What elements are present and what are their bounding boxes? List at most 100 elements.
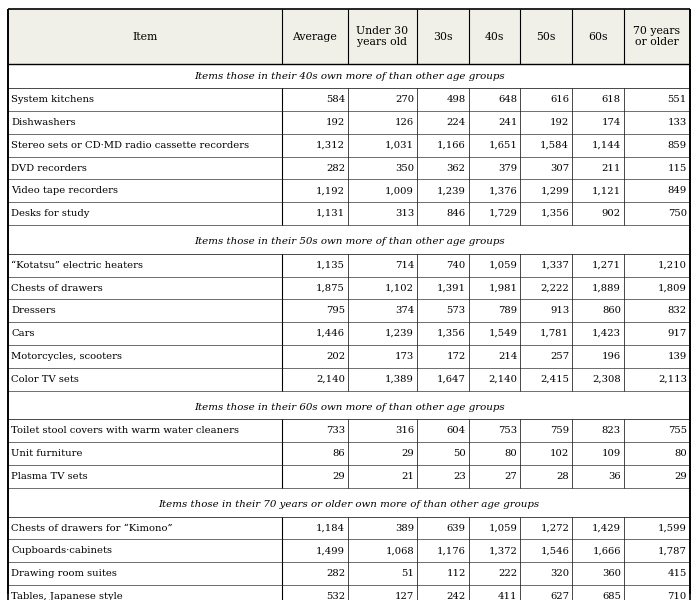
Text: 30s: 30s [433, 32, 452, 41]
Text: 1,192: 1,192 [316, 187, 345, 196]
Text: 1,356: 1,356 [540, 209, 569, 218]
Text: 1,875: 1,875 [316, 284, 345, 293]
Text: 1,239: 1,239 [437, 187, 466, 196]
Text: 70 years
or older: 70 years or older [633, 26, 680, 47]
Text: 214: 214 [498, 352, 517, 361]
Text: 1,009: 1,009 [385, 187, 414, 196]
Text: 1,210: 1,210 [658, 261, 687, 270]
Text: 1,666: 1,666 [593, 547, 621, 556]
Text: 1,376: 1,376 [489, 187, 517, 196]
Text: DVD recorders: DVD recorders [11, 164, 87, 173]
Text: 710: 710 [667, 592, 687, 600]
Text: 102: 102 [550, 449, 569, 458]
Text: Chests of drawers: Chests of drawers [11, 284, 103, 293]
Text: 282: 282 [326, 569, 345, 578]
Text: 860: 860 [602, 307, 621, 316]
Text: 823: 823 [602, 427, 621, 436]
Text: 859: 859 [668, 141, 687, 150]
Text: 2,308: 2,308 [592, 375, 621, 384]
Text: 1,651: 1,651 [489, 141, 517, 150]
Text: 23: 23 [453, 472, 466, 481]
Text: 127: 127 [395, 592, 414, 600]
Text: 1,356: 1,356 [437, 329, 466, 338]
Text: 1,546: 1,546 [540, 547, 569, 556]
Text: 1,499: 1,499 [316, 547, 345, 556]
Text: 639: 639 [447, 524, 466, 533]
Text: 1,272: 1,272 [540, 524, 569, 533]
Text: Drawing room suites: Drawing room suites [11, 569, 117, 578]
Text: 242: 242 [447, 592, 466, 600]
Text: 913: 913 [550, 307, 569, 316]
Text: Items those in their 60s own more of than other age groups: Items those in their 60s own more of tha… [193, 403, 505, 412]
Text: 139: 139 [667, 352, 687, 361]
Text: 174: 174 [602, 118, 621, 127]
Text: 257: 257 [550, 352, 569, 361]
Text: Unit furniture: Unit furniture [11, 449, 82, 458]
Text: 1,068: 1,068 [385, 547, 414, 556]
Text: 313: 313 [395, 209, 414, 218]
Text: 1,131: 1,131 [316, 209, 345, 218]
Text: 1,809: 1,809 [658, 284, 687, 293]
Text: 1,337: 1,337 [540, 261, 569, 270]
Text: Plasma TV sets: Plasma TV sets [11, 472, 88, 481]
Text: Toilet stool covers with warm water cleaners: Toilet stool covers with warm water clea… [11, 427, 239, 436]
Text: 1,729: 1,729 [489, 209, 517, 218]
Text: 80: 80 [505, 449, 517, 458]
Text: 627: 627 [550, 592, 569, 600]
Text: 40s: 40s [484, 32, 504, 41]
Text: 832: 832 [668, 307, 687, 316]
Text: 112: 112 [446, 569, 466, 578]
Text: 573: 573 [447, 307, 466, 316]
Text: 584: 584 [326, 95, 345, 104]
Text: 36: 36 [608, 472, 621, 481]
Text: 759: 759 [550, 427, 569, 436]
Text: 2,140: 2,140 [489, 375, 517, 384]
Text: 753: 753 [498, 427, 517, 436]
Text: 532: 532 [326, 592, 345, 600]
Text: 1,059: 1,059 [489, 524, 517, 533]
Text: 173: 173 [395, 352, 414, 361]
Text: 750: 750 [668, 209, 687, 218]
Text: 1,389: 1,389 [385, 375, 414, 384]
Text: 109: 109 [602, 449, 621, 458]
Text: Motorcycles, scooters: Motorcycles, scooters [11, 352, 122, 361]
Text: 795: 795 [326, 307, 345, 316]
Text: 211: 211 [602, 164, 621, 173]
Text: 1,391: 1,391 [437, 284, 466, 293]
Text: 389: 389 [395, 524, 414, 533]
Text: Cupboards·cabinets: Cupboards·cabinets [11, 547, 112, 556]
Text: Items those in their 70 years or older own more of than other age groups: Items those in their 70 years or older o… [158, 500, 540, 509]
Text: Item: Item [133, 32, 158, 41]
Text: 1,135: 1,135 [316, 261, 345, 270]
Text: Items those in their 40s own more of than other age groups: Items those in their 40s own more of tha… [193, 72, 505, 81]
Text: 115: 115 [667, 164, 687, 173]
Text: 379: 379 [498, 164, 517, 173]
Text: 604: 604 [447, 427, 466, 436]
Text: 917: 917 [667, 329, 687, 338]
Text: 282: 282 [326, 164, 345, 173]
Text: 1,584: 1,584 [540, 141, 569, 150]
Text: 196: 196 [602, 352, 621, 361]
Text: 51: 51 [401, 569, 414, 578]
Text: 374: 374 [395, 307, 414, 316]
Text: 1,239: 1,239 [385, 329, 414, 338]
Text: 307: 307 [550, 164, 569, 173]
Text: 192: 192 [550, 118, 569, 127]
Text: 29: 29 [401, 449, 414, 458]
Text: 1,121: 1,121 [592, 187, 621, 196]
Text: 224: 224 [447, 118, 466, 127]
Text: Items those in their 50s own more of than other age groups: Items those in their 50s own more of tha… [193, 238, 505, 247]
Text: 789: 789 [498, 307, 517, 316]
Text: 86: 86 [332, 449, 345, 458]
Text: Under 30
years old: Under 30 years old [356, 26, 408, 47]
Text: 222: 222 [498, 569, 517, 578]
Text: 29: 29 [674, 472, 687, 481]
Text: 902: 902 [602, 209, 621, 218]
Text: 846: 846 [447, 209, 466, 218]
Text: 1,599: 1,599 [658, 524, 687, 533]
Text: 551: 551 [667, 95, 687, 104]
Text: 685: 685 [602, 592, 621, 600]
Text: 29: 29 [332, 472, 345, 481]
Text: 1,312: 1,312 [316, 141, 345, 150]
Text: 849: 849 [667, 187, 687, 196]
